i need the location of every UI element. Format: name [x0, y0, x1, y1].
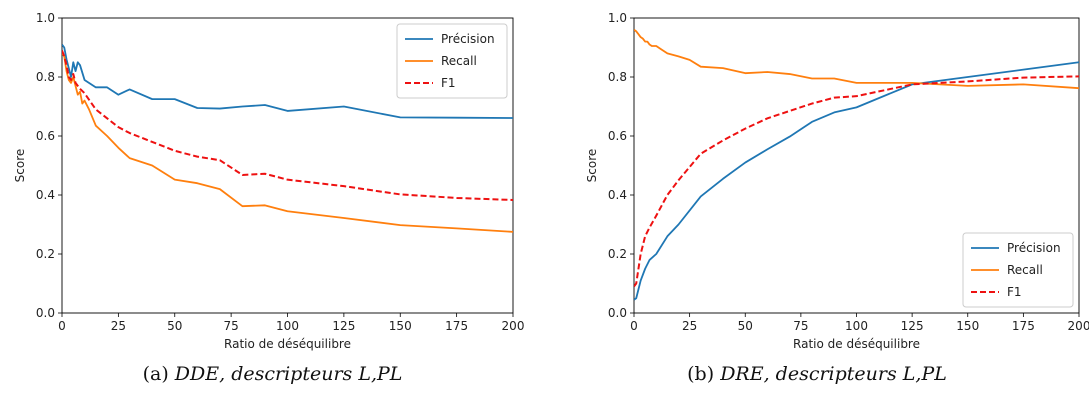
x-tick-label: 200	[502, 319, 525, 333]
chart-panel-b: 0 25 50 75 100 125 150 175 200 0.0 0.2 0.4 0.6 0.8 1.0…	[545, 0, 1089, 409]
y-tick-label: 0.8	[36, 70, 55, 84]
legend-label: Précision	[441, 32, 495, 46]
x-tick-label: 75	[793, 319, 808, 333]
caption-a-label: (a)	[142, 363, 169, 385]
chart-a: 0 25 50 75 100 125 150 175 200 0.0 0.2 0.4 0.6 0.8 1.0…	[13, 11, 525, 351]
x-tick-label: 175	[445, 319, 468, 333]
caption-a: (a) DDE, descripteurs L,PL	[0, 363, 545, 385]
series-line-pr-cision	[62, 44, 513, 119]
x-tick-label: 25	[111, 319, 126, 333]
y-tick-label: 0.2	[608, 247, 627, 261]
y-tick-label: 1.0	[36, 11, 55, 25]
y-tick-label: 0.0	[608, 306, 627, 320]
x-tick-label: 100	[845, 319, 868, 333]
x-tick-label: 125	[901, 319, 924, 333]
y-tick-label: 1.0	[608, 11, 627, 25]
legend: Précision Recall F1	[962, 232, 1074, 308]
chart-panel-a: 0 25 50 75 100 125 150 175 200 0.0 0.2 0.4 0.6 0.8 1.0…	[0, 11, 545, 385]
legend: Précision Recall F1	[396, 23, 508, 99]
x-tick-label: 150	[956, 319, 979, 333]
x-tick-label: 25	[682, 319, 697, 333]
x-tick-label: 0	[58, 319, 66, 333]
x-tick-label: 175	[1012, 319, 1035, 333]
chart-b: 0 25 50 75 100 125 150 175 200 0.0 0.2 0.4 0.6 0.8 1.0…	[585, 11, 1089, 351]
series-line-pr-cision	[634, 61, 1079, 301]
caption-a-text: DDE, descripteurs L,PL	[174, 363, 403, 385]
legend-label: Recall	[1007, 263, 1043, 277]
x-tick-label: 50	[738, 319, 753, 333]
y-tick-label: 0.4	[608, 188, 627, 202]
caption-b: (b) DRE, descripteurs L,PL	[545, 363, 1089, 385]
x-tick-label: 75	[223, 319, 238, 333]
x-axis-label: Ratio de déséquilibre	[224, 337, 351, 351]
y-tick-label: 0.0	[36, 306, 55, 320]
y-tick-label: 0.4	[36, 188, 55, 202]
x-tick-label: 100	[276, 319, 299, 333]
series-line-f1	[634, 75, 1079, 288]
y-axis-label: Score	[585, 149, 599, 183]
series-line-recall	[62, 52, 513, 233]
x-tick-label: 150	[389, 319, 412, 333]
series-line-recall	[634, 29, 1079, 90]
y-tick-label: 0.6	[608, 129, 627, 143]
series-line-f1	[62, 50, 513, 202]
x-tick-label: 0	[630, 319, 638, 333]
x-tick-label: 125	[332, 319, 355, 333]
legend-label: Précision	[1007, 241, 1061, 255]
x-tick-label: 200	[1068, 319, 1089, 333]
legend-box	[396, 23, 508, 99]
legend-label: F1	[1007, 285, 1022, 299]
legend-label: Recall	[441, 54, 477, 68]
y-axis-label: Score	[13, 149, 27, 183]
y-tick-label: 0.2	[36, 247, 55, 261]
caption-b-label: (b)	[687, 363, 715, 385]
x-axis-label: Ratio de déséquilibre	[793, 337, 920, 351]
x-tick-label: 50	[167, 319, 182, 333]
caption-b-text: DRE, descripteurs L,PL	[720, 363, 947, 385]
legend-label: F1	[441, 76, 456, 90]
y-tick-label: 0.6	[36, 129, 55, 143]
y-tick-label: 0.8	[608, 70, 627, 84]
legend-box	[962, 232, 1074, 308]
